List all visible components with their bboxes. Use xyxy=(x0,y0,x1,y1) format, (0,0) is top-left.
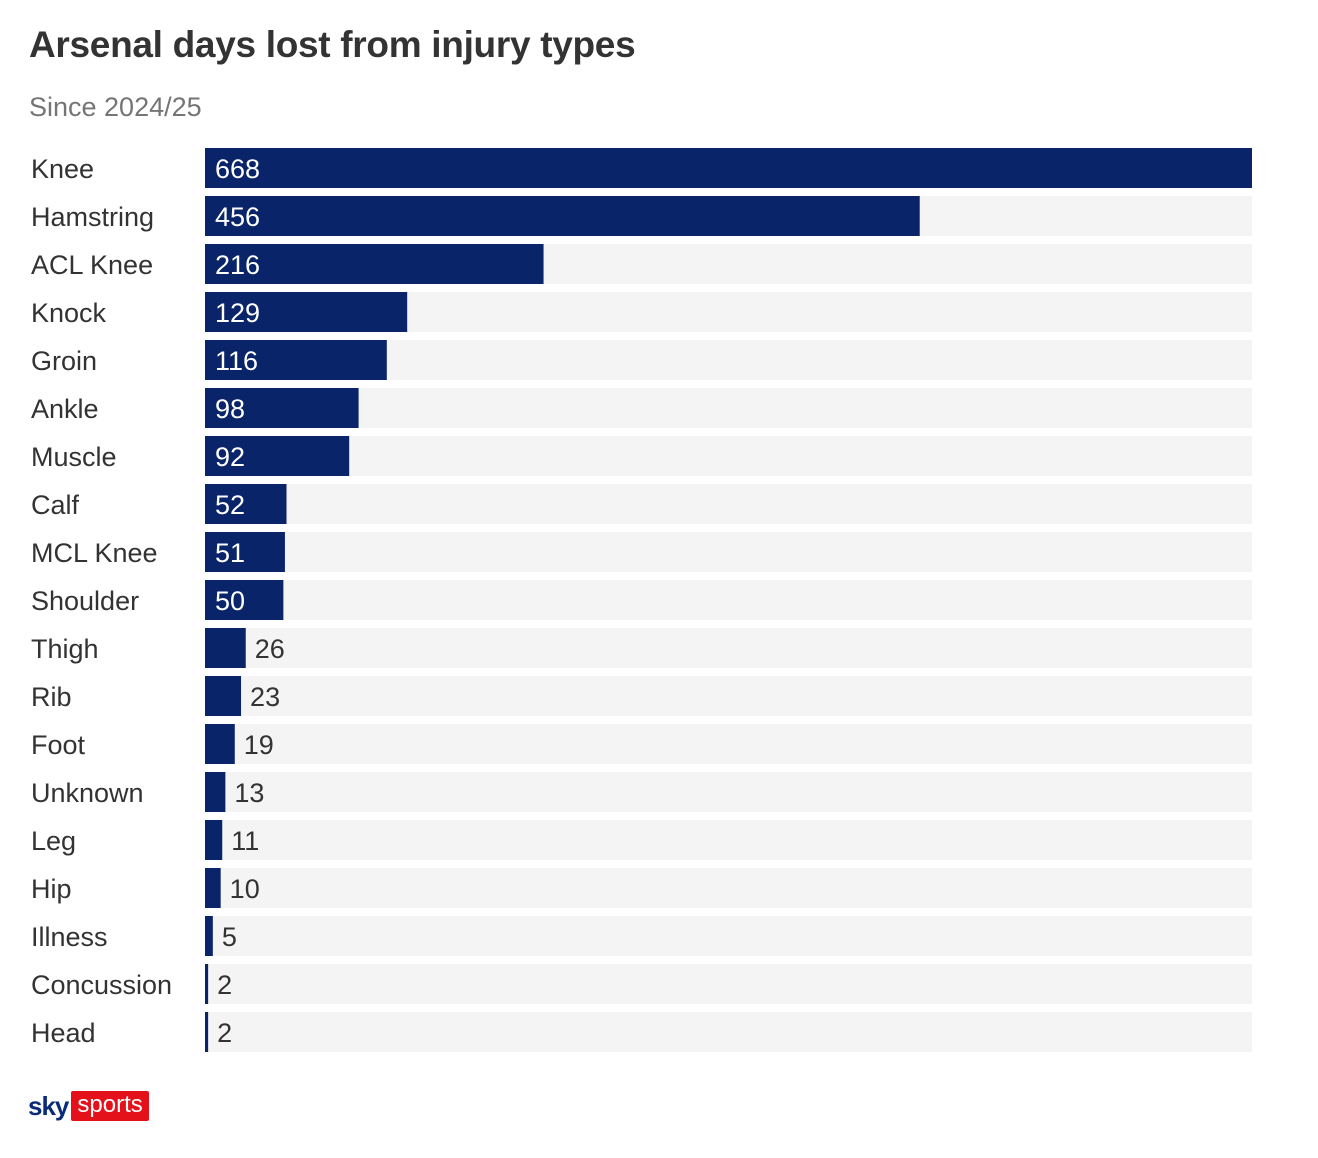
bar-acl-knee xyxy=(205,244,544,284)
category-label: Foot xyxy=(31,730,86,760)
bar-row-hip: Hip 10 xyxy=(31,868,1252,908)
bar-track xyxy=(205,388,1252,428)
sky-logo-text: sky xyxy=(28,1091,69,1121)
bar-hamstring xyxy=(205,196,920,236)
bar-row-foot: Foot 19 xyxy=(31,724,1252,764)
sky-sports-logo: sky sports xyxy=(28,1090,149,1122)
bar-calf xyxy=(205,484,287,524)
value-label: 2 xyxy=(217,970,232,1000)
bar-row-knock: Knock 129 xyxy=(31,292,1252,332)
bar-shoulder xyxy=(205,580,284,620)
category-label: Calf xyxy=(31,490,80,520)
bar-groin xyxy=(205,340,387,380)
value-label: 5 xyxy=(222,922,237,952)
category-label: Concussion xyxy=(31,970,172,1000)
category-label: ACL Knee xyxy=(31,250,153,280)
category-label: Shoulder xyxy=(31,586,139,616)
value-label: 116 xyxy=(215,346,258,376)
bar-track xyxy=(205,916,1252,956)
category-label: Illness xyxy=(31,922,108,952)
bar-row-muscle: Muscle 92 xyxy=(31,436,1252,476)
value-label: 50 xyxy=(215,586,245,616)
bar-head xyxy=(205,1012,209,1052)
value-label: 668 xyxy=(215,154,260,184)
value-label: 23 xyxy=(250,682,280,712)
category-label: Ankle xyxy=(31,394,99,424)
category-label: Leg xyxy=(31,826,76,856)
bar-concussion xyxy=(205,964,209,1004)
category-label: Muscle xyxy=(31,442,117,472)
bar-leg xyxy=(205,820,223,860)
category-label: Unknown xyxy=(31,778,144,808)
value-label: 26 xyxy=(255,634,285,664)
value-label: 2 xyxy=(217,1018,232,1048)
bar-knock xyxy=(205,292,408,332)
bar-row-groin: Groin 116 xyxy=(31,340,1252,380)
sports-logo-badge: sports xyxy=(71,1091,149,1121)
bar-row-rib: Rib 23 xyxy=(31,676,1252,716)
category-label: Hip xyxy=(31,874,72,904)
bar-track xyxy=(205,868,1252,908)
category-label: Hamstring xyxy=(31,202,154,232)
bar-row-head: Head 2 xyxy=(31,1012,1252,1052)
bar-knee xyxy=(205,148,1252,188)
bar-row-leg: Leg 11 xyxy=(31,820,1252,860)
bar-rib xyxy=(205,676,242,716)
bar-track xyxy=(205,820,1252,860)
category-label: Head xyxy=(31,1018,96,1048)
value-label: 19 xyxy=(244,730,274,760)
bar-track xyxy=(205,436,1252,476)
category-label: Knee xyxy=(31,154,94,184)
bar-track xyxy=(205,964,1252,1004)
bar-row-illness: Illness 5 xyxy=(31,916,1252,956)
bar-foot xyxy=(205,724,235,764)
bar-track xyxy=(205,628,1252,668)
bar-unknown xyxy=(205,772,226,812)
chart-subtitle: Since 2024/25 xyxy=(29,92,202,122)
bar-row-ankle: Ankle 98 xyxy=(31,388,1252,428)
value-label: 10 xyxy=(230,874,260,904)
bar-track xyxy=(205,676,1252,716)
value-label: 216 xyxy=(215,250,260,280)
bar-thigh xyxy=(205,628,246,668)
bar-row-thigh: Thigh 26 xyxy=(31,628,1252,668)
bar-ankle xyxy=(205,388,359,428)
bar-track xyxy=(205,772,1252,812)
value-label: 13 xyxy=(234,778,264,808)
value-label: 129 xyxy=(215,298,260,328)
bar-row-concussion: Concussion 2 xyxy=(31,964,1252,1004)
value-label: 11 xyxy=(231,826,259,856)
bar-hip xyxy=(205,868,221,908)
bar-row-knee: Knee 668 xyxy=(31,148,1252,188)
category-label: Thigh xyxy=(31,634,99,664)
bar-track xyxy=(205,1012,1252,1052)
bar-row-calf: Calf 52 xyxy=(31,484,1252,524)
value-label: 52 xyxy=(215,490,245,520)
bar-row-mcl-knee: MCL Knee 51 xyxy=(31,532,1252,572)
bar-illness xyxy=(205,916,213,956)
category-label: Rib xyxy=(31,682,72,712)
category-label: MCL Knee xyxy=(31,538,158,568)
bar-row-hamstring: Hamstring 456 xyxy=(31,196,1252,236)
bar-row-unknown: Unknown 13 xyxy=(31,772,1252,812)
bar-row-acl-knee: ACL Knee 216 xyxy=(31,244,1252,284)
category-label: Knock xyxy=(31,298,107,328)
bar-track xyxy=(205,484,1252,524)
value-label: 92 xyxy=(215,442,245,472)
bar-muscle xyxy=(205,436,350,476)
chart-title: Arsenal days lost from injury types xyxy=(29,24,636,65)
bar-mcl-knee xyxy=(205,532,285,572)
category-label: Groin xyxy=(31,346,97,376)
bar-track xyxy=(205,580,1252,620)
value-label: 51 xyxy=(215,538,245,568)
value-label: 98 xyxy=(215,394,245,424)
bar-row-shoulder: Shoulder 50 xyxy=(31,580,1252,620)
value-label: 456 xyxy=(215,202,260,232)
bar-track xyxy=(205,724,1252,764)
bar-track xyxy=(205,532,1252,572)
